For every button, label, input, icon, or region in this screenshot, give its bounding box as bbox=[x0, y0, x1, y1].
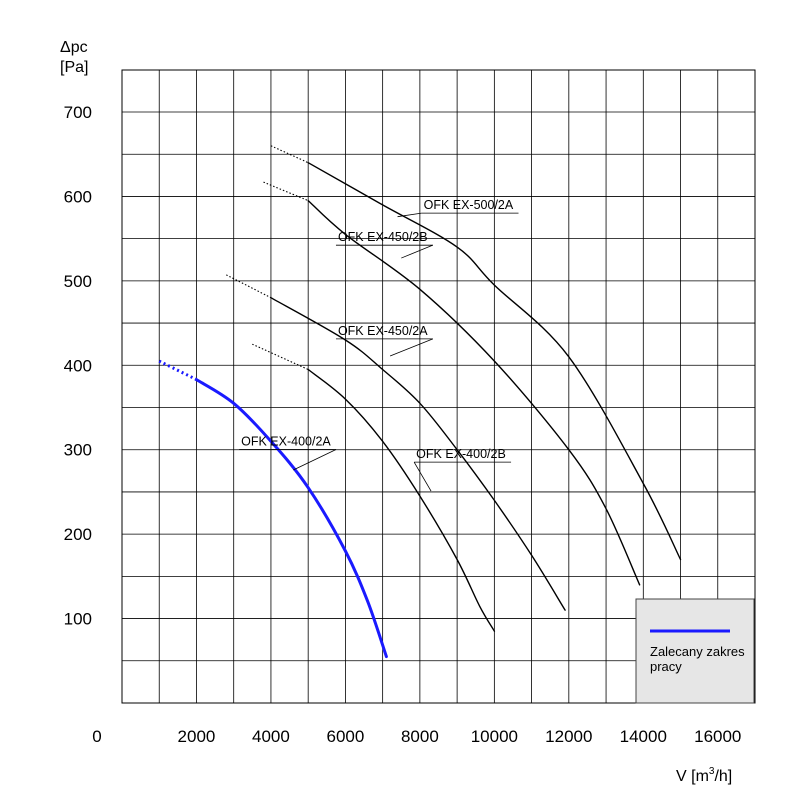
x-tick-label: 16000 bbox=[694, 727, 741, 746]
series-label-leader bbox=[413, 461, 432, 492]
x-tick-label: 4000 bbox=[252, 727, 290, 746]
series-label-ofk-ex-400-2b: OFK EX-400/2B bbox=[416, 447, 506, 461]
y-tick-label: 100 bbox=[64, 610, 92, 629]
y-tick-label: 700 bbox=[64, 103, 92, 122]
grid bbox=[121, 69, 756, 704]
curve-dotted-ofk-ex-450-2a bbox=[226, 274, 272, 299]
curve-dotted-ofk-ex-400-2b bbox=[252, 343, 309, 371]
x-axis-title-sup: 3 bbox=[709, 766, 715, 777]
y-tick-label: 400 bbox=[64, 356, 92, 375]
y-axis-title-line2: [Pa] bbox=[60, 59, 88, 76]
plot-frame bbox=[121, 69, 756, 704]
series-label-ofk-ex-400-2a: OFK EX-400/2A bbox=[241, 434, 331, 448]
x-tick-label: 10000 bbox=[471, 727, 518, 746]
x-axis-title-suffix: /h] bbox=[714, 768, 732, 785]
curves bbox=[158, 145, 682, 659]
series-label-ofk-ex-450-2a: OFK EX-450/2A bbox=[338, 324, 428, 338]
legend-text-line1: Zalecany zakres bbox=[650, 644, 745, 659]
x-tick-label: 12000 bbox=[545, 727, 592, 746]
curve-ofk-ex-450-2b bbox=[307, 199, 641, 586]
y-tick-label: 500 bbox=[64, 272, 92, 291]
series-label-ofk-ex-500-2a: OFK EX-500/2A bbox=[424, 198, 514, 212]
curve-dotted-ofk-ex-450-2b bbox=[263, 181, 309, 202]
curve-dotted-ofk-ex-400-2a bbox=[158, 359, 198, 381]
series-label-leader bbox=[401, 244, 434, 259]
legend-box bbox=[635, 598, 755, 704]
series-label-leader bbox=[389, 338, 434, 357]
x-tick-label: 0 bbox=[92, 727, 101, 746]
x-axis-title-prefix: V [m bbox=[676, 768, 709, 785]
x-tick-label: 2000 bbox=[178, 727, 216, 746]
callouts: OFK EX-500/2A OFK EX-450/2B OFK EX-450/2A O… bbox=[239, 198, 519, 492]
x-tick-label: 14000 bbox=[620, 727, 667, 746]
series-label-ofk-ex-450-2b: OFK EX-450/2B bbox=[338, 230, 428, 244]
legend: Zalecany zakres pracy bbox=[635, 598, 755, 704]
y-tick-label: 200 bbox=[64, 525, 92, 544]
curve-ofk-ex-400-2b bbox=[307, 368, 496, 632]
x-axis-title: V [m3/h] bbox=[676, 766, 732, 785]
curve-ofk-ex-450-2a bbox=[270, 297, 566, 611]
y-tick-label: 600 bbox=[64, 187, 92, 206]
legend-text-line2: pracy bbox=[650, 659, 682, 674]
x-tick-label: 8000 bbox=[401, 727, 439, 746]
tick-labels: 0 2000 4000 6000 8000 10000 12000 14000 16000 100… bbox=[64, 103, 742, 746]
curve-ofk-ex-500-2a bbox=[307, 162, 682, 561]
series-label-leader bbox=[293, 449, 337, 471]
y-axis-title-line1: Δpc bbox=[60, 39, 88, 56]
series-label-leader bbox=[397, 212, 422, 218]
y-tick-label: 300 bbox=[64, 441, 92, 460]
curve-ofk-ex-400-2a bbox=[195, 378, 388, 659]
x-tick-label: 6000 bbox=[326, 727, 364, 746]
